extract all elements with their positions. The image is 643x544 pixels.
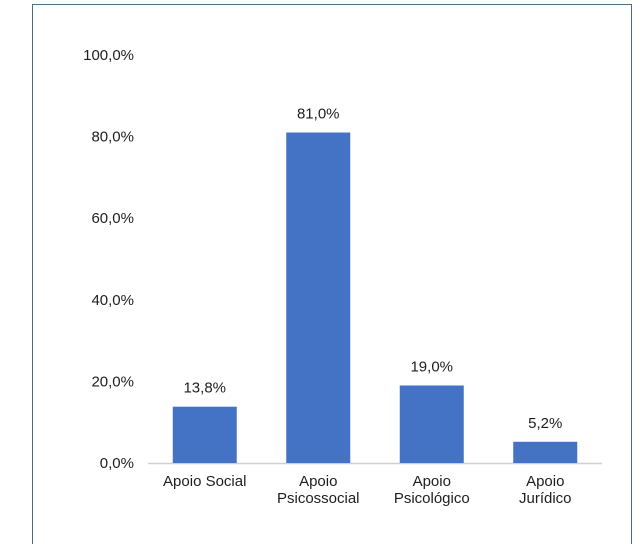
y-tick-label: 80,0%: [91, 129, 134, 146]
data-label: 13,8%: [183, 380, 226, 397]
x-tick-label: Apoio: [413, 473, 451, 490]
bar: [399, 385, 464, 463]
x-tick-label: Psicossocial: [277, 490, 360, 507]
x-tick-label: Apoio Social: [163, 473, 246, 490]
data-label: 81,0%: [297, 106, 340, 123]
x-tick-label: Apoio: [526, 473, 564, 490]
y-tick-label: 0,0%: [100, 455, 134, 472]
y-tick-label: 20,0%: [91, 373, 134, 390]
x-tick-label: Psicológico: [394, 490, 470, 507]
data-label: 19,0%: [410, 358, 453, 375]
x-tick-label: Jurídico: [519, 490, 572, 507]
data-label: 5,2%: [528, 415, 562, 432]
x-tick-label: Apoio: [299, 473, 337, 490]
y-tick-label: 60,0%: [91, 210, 134, 227]
bar: [172, 406, 237, 463]
bar: [513, 441, 578, 463]
y-tick-label: 40,0%: [91, 292, 134, 309]
y-tick-label: 100,0%: [83, 47, 134, 64]
bar: [286, 132, 351, 463]
